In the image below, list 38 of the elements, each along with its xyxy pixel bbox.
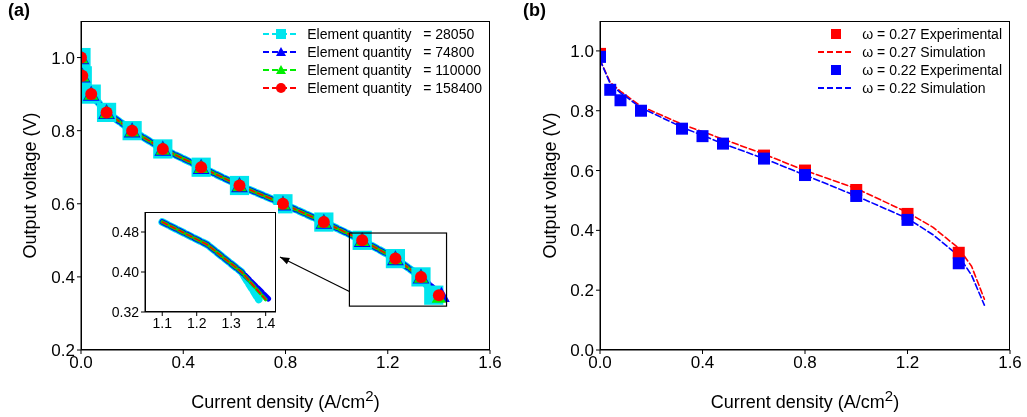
y-tick-label: 0.4 bbox=[570, 221, 594, 241]
x-tick-label: 0.8 bbox=[273, 353, 298, 373]
x-axis-title: Current density (A/cm$^{2}$) bbox=[190, 387, 381, 413]
x-tick-label: 1.4 bbox=[255, 314, 276, 331]
x-tick-label: 1.6 bbox=[478, 353, 502, 373]
y-tick-label: 0.4 bbox=[51, 267, 75, 287]
x-tick-label: 0.4 bbox=[690, 353, 715, 373]
legend-label: ω = 0.22 Simulation bbox=[862, 80, 986, 96]
y-tick-label: 0.32 bbox=[111, 303, 140, 320]
x-tick-label: 1.2 bbox=[895, 353, 920, 373]
legend-label: ω = 0.27 Experimental bbox=[862, 26, 1002, 42]
chart-title: (b) bbox=[523, 0, 546, 21]
y-tick-label: 1.0 bbox=[570, 41, 594, 61]
y-tick-label: 0.2 bbox=[570, 281, 594, 301]
chart-title: (a) bbox=[8, 0, 30, 21]
x-tick-label: 1.1 bbox=[152, 314, 173, 331]
x-tick-label: 1.6 bbox=[998, 353, 1022, 373]
x-tick-label: 1.2 bbox=[375, 353, 400, 373]
legend-label: ω = 0.27 Simulation bbox=[862, 44, 986, 60]
y-tick-label: 0.6 bbox=[51, 194, 75, 214]
legend-label: Element quantity = 110000 bbox=[307, 62, 481, 78]
legend-label: Element quantity = 74800 bbox=[307, 44, 475, 60]
legend-label: ω = 0.22 Experimental bbox=[862, 62, 1002, 78]
y-tick-label: 0.40 bbox=[111, 263, 140, 280]
x-axis-title: Current density (A/cm$^{2}$) bbox=[709, 387, 901, 413]
y-tick-label: 1.0 bbox=[51, 48, 75, 68]
y-axis-title: Output voltage (V) bbox=[19, 110, 41, 261]
x-tick-label: 1.3 bbox=[221, 314, 242, 331]
y-tick-label: 0.8 bbox=[51, 121, 75, 141]
x-tick-label: 1.2 bbox=[186, 314, 207, 331]
y-tick-label: 0.8 bbox=[570, 101, 594, 121]
y-tick-label: 0.6 bbox=[570, 161, 594, 181]
legend-label: Element quantity = 28050 bbox=[307, 26, 475, 42]
y-axis-title: Output voltage (V) bbox=[539, 110, 561, 261]
y-tick-label: 0.48 bbox=[111, 223, 140, 240]
x-tick-label: 0.4 bbox=[171, 353, 196, 373]
x-tick-label: 0.8 bbox=[793, 353, 817, 373]
legend-label: Element quantity = 158400 bbox=[307, 80, 482, 96]
